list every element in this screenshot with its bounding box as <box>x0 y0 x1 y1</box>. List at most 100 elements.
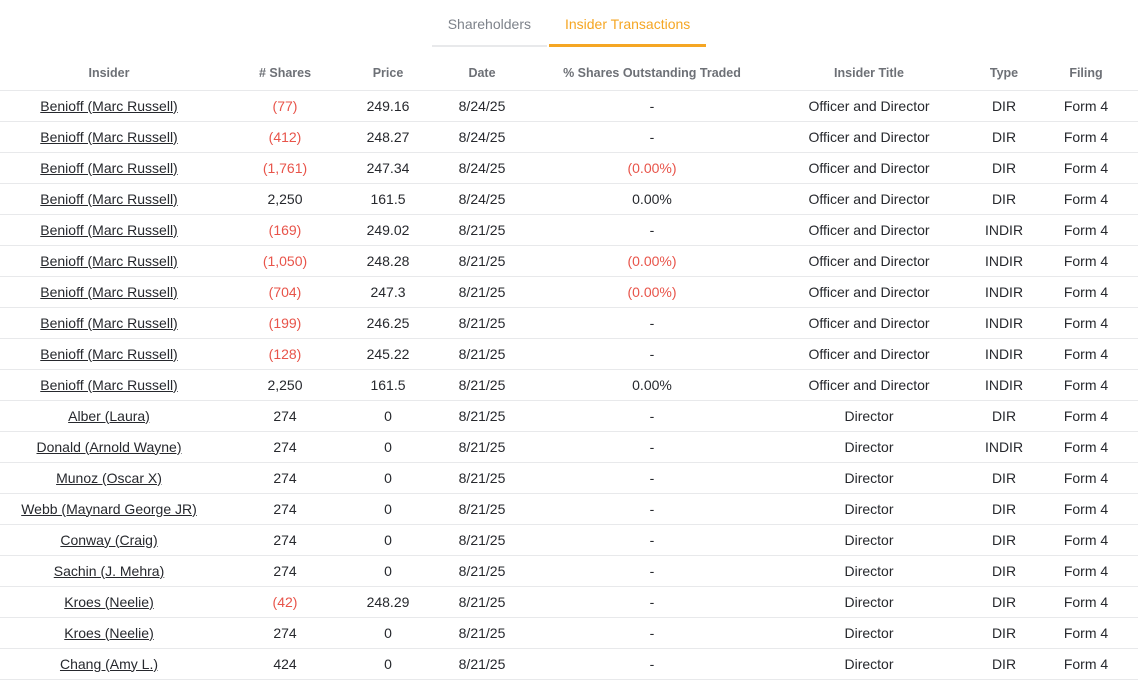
type-cell: DIR <box>974 121 1034 153</box>
price-cell: 245.22 <box>352 338 424 370</box>
insider-link[interactable]: Benioff (Marc Russell) <box>40 97 178 114</box>
date-cell: 8/21/25 <box>424 245 540 277</box>
price-cell: 0 <box>352 648 424 680</box>
column-header-date: Date <box>424 56 540 91</box>
filing-cell: Form 4 <box>1034 121 1138 153</box>
price-cell: 246.25 <box>352 307 424 339</box>
tab-insider-transactions[interactable]: Insider Transactions <box>548 14 707 47</box>
pct-outstanding-cell: - <box>540 648 764 680</box>
shares-cell: (1,050) <box>218 245 352 277</box>
insider-link[interactable]: Chang (Amy L.) <box>59 655 159 672</box>
price-cell: 161.5 <box>352 369 424 401</box>
insider-title-cell: Officer and Director <box>764 214 974 246</box>
filing-cell: Form 4 <box>1034 524 1138 556</box>
table-row: Sachin (J. Mehra) 274 0 8/21/25- Director DIR… <box>0 555 1138 587</box>
insider-cell: Donald (Arnold Wayne) <box>0 431 218 463</box>
column-header-pct-outstanding: % Shares Outstanding Traded <box>540 56 764 91</box>
insider-link[interactable]: Benioff (Marc Russell) <box>40 221 178 238</box>
insider-link[interactable]: Kroes (Neelie) <box>64 624 154 641</box>
tab-shareholders[interactable]: Shareholders <box>431 14 547 47</box>
pct-outstanding-cell: - <box>540 586 764 618</box>
filing-cell: Form 4 <box>1034 183 1138 215</box>
insider-cell: Benioff (Marc Russell) <box>0 183 218 215</box>
pct-outstanding-cell: 0.00% <box>540 369 764 401</box>
filing-cell: Form 4 <box>1034 586 1138 618</box>
insider-cell: Kroes (Neelie) <box>0 617 218 649</box>
filing-cell: Form 4 <box>1034 276 1138 308</box>
insider-link[interactable]: Benioff (Marc Russell) <box>40 159 178 176</box>
insider-cell: Benioff (Marc Russell) <box>0 214 218 246</box>
insider-title-cell: Director <box>764 586 974 618</box>
pct-outstanding-cell: - <box>540 338 764 370</box>
shares-cell: 2,250 <box>218 369 352 401</box>
price-cell: 0 <box>352 400 424 432</box>
pct-outstanding-cell: - <box>540 462 764 494</box>
insider-cell: Benioff (Marc Russell) <box>0 276 218 308</box>
insider-link[interactable]: Kroes (Neelie) <box>64 593 154 610</box>
price-cell: 0 <box>352 493 424 525</box>
column-header-shares: # Shares <box>218 56 352 91</box>
insider-link[interactable]: Benioff (Marc Russell) <box>40 376 178 393</box>
shares-cell: 274 <box>218 431 352 463</box>
pct-outstanding-cell: (0.00%) <box>540 245 764 277</box>
table-row: Munoz (Oscar X) 274 0 8/21/25- Director DIR Fo… <box>0 462 1138 494</box>
insider-link[interactable]: Munoz (Oscar X) <box>56 469 162 486</box>
filing-cell: Form 4 <box>1034 90 1138 122</box>
type-cell: DIR <box>974 493 1034 525</box>
type-cell: INDIR <box>974 307 1034 339</box>
insider-link[interactable]: Donald (Arnold Wayne) <box>36 438 182 455</box>
insider-title-cell: Officer and Director <box>764 183 974 215</box>
insider-cell: Benioff (Marc Russell) <box>0 307 218 339</box>
filing-cell: Form 4 <box>1034 555 1138 587</box>
insider-link[interactable]: Benioff (Marc Russell) <box>40 283 178 300</box>
table-row: Kroes (Neelie) (42) 248.29 8/21/25- Director… <box>0 586 1138 618</box>
date-cell: 8/24/25 <box>424 152 540 184</box>
insider-cell: Benioff (Marc Russell) <box>0 90 218 122</box>
pct-outstanding-cell: - <box>540 214 764 246</box>
insider-link[interactable]: Alber (Laura) <box>68 407 150 424</box>
insider-link[interactable]: Benioff (Marc Russell) <box>40 314 178 331</box>
insider-cell: Sachin (J. Mehra) <box>0 555 218 587</box>
type-cell: DIR <box>974 617 1034 649</box>
type-cell: DIR <box>974 524 1034 556</box>
type-cell: INDIR <box>974 431 1034 463</box>
date-cell: 8/21/25 <box>424 555 540 587</box>
insider-link[interactable]: Conway (Craig) <box>60 531 158 548</box>
filing-cell: Form 4 <box>1034 431 1138 463</box>
date-cell: 8/21/25 <box>424 462 540 494</box>
pct-outstanding-cell: (0.00%) <box>540 276 764 308</box>
insider-title-cell: Officer and Director <box>764 369 974 401</box>
table-header: Insider # Shares Price Date % Shares Out… <box>0 56 1138 91</box>
table-row: Benioff (Marc Russell) (704) 247.3 8/21/25(… <box>0 276 1138 308</box>
shares-cell: 274 <box>218 555 352 587</box>
type-cell: DIR <box>974 586 1034 618</box>
table-row: Conway (Craig) 274 0 8/21/25- Director DIR For… <box>0 524 1138 556</box>
pct-outstanding-cell: - <box>540 524 764 556</box>
insider-title-cell: Officer and Director <box>764 338 974 370</box>
shares-cell: 274 <box>218 524 352 556</box>
price-cell: 247.34 <box>352 152 424 184</box>
table-row: Benioff (Marc Russell) (77) 249.16 8/24/25-… <box>0 90 1138 122</box>
table-row: Webb (Maynard George JR) 274 0 8/21/25- Dire… <box>0 493 1138 525</box>
table-row: Chang (Amy L.) 424 0 8/21/25- Director DIR For… <box>0 648 1138 680</box>
insider-link[interactable]: Benioff (Marc Russell) <box>40 345 178 362</box>
insider-link[interactable]: Benioff (Marc Russell) <box>40 128 178 145</box>
insider-cell: Benioff (Marc Russell) <box>0 245 218 277</box>
insider-title-cell: Director <box>764 555 974 587</box>
type-cell: INDIR <box>974 338 1034 370</box>
insider-title-cell: Director <box>764 400 974 432</box>
insider-link[interactable]: Webb (Maynard George JR) <box>21 500 197 517</box>
insider-link[interactable]: Benioff (Marc Russell) <box>40 190 178 207</box>
date-cell: 8/21/25 <box>424 524 540 556</box>
pct-outstanding-cell: - <box>540 307 764 339</box>
date-cell: 8/21/25 <box>424 586 540 618</box>
filing-cell: Form 4 <box>1034 617 1138 649</box>
insider-link[interactable]: Benioff (Marc Russell) <box>40 252 178 269</box>
insider-link[interactable]: Sachin (J. Mehra) <box>53 562 165 579</box>
insider-title-cell: Director <box>764 431 974 463</box>
date-cell: 8/24/25 <box>424 90 540 122</box>
pct-outstanding-cell: - <box>540 121 764 153</box>
type-cell: DIR <box>974 400 1034 432</box>
shares-cell: 274 <box>218 493 352 525</box>
date-cell: 8/21/25 <box>424 431 540 463</box>
